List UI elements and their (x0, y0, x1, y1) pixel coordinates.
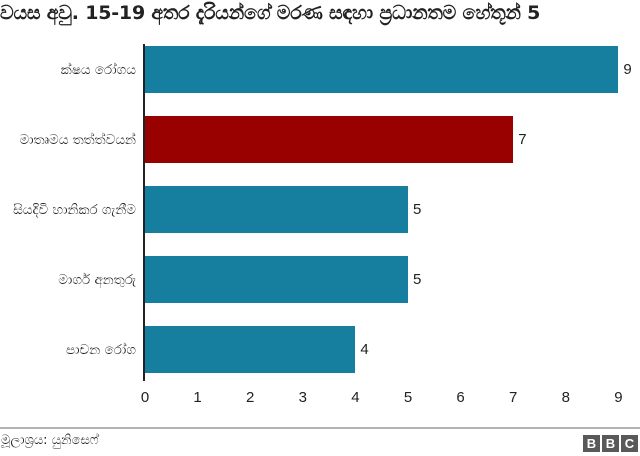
value-label: 7 (518, 131, 527, 148)
bar-highlighted (145, 116, 514, 163)
y-axis-line (143, 44, 145, 381)
footer-divider (0, 427, 640, 429)
x-tick-label: 6 (456, 389, 465, 406)
bar (145, 326, 356, 373)
bar-row: මාතෘමය තත්ත්වයන් 7 (0, 116, 640, 163)
x-tick-label: 1 (193, 389, 202, 406)
bbc-logo: B B C (583, 435, 638, 452)
x-tick-label: 4 (351, 389, 360, 406)
x-tick-label: 5 (403, 389, 413, 406)
bbc-logo-letter: B (583, 435, 600, 452)
bar (145, 256, 408, 303)
bbc-logo-letter: B (602, 435, 619, 452)
chart-title: වයස අවු. 15-19 අතර දැරියන්ගේ මරණ සඳහා ප්… (0, 2, 541, 24)
x-tick-label: 3 (298, 389, 307, 406)
value-label: 5 (413, 201, 422, 218)
bar-chart: ක්ෂය රෝගය 9 මාතෘමය තත්ත්වයන් 7 සියදිවි හ… (0, 44, 640, 406)
bbc-logo-letter: C (621, 435, 638, 452)
category-label: මාර්ග අනතුරු (58, 271, 136, 288)
bar-row: මාර්ග අනතුරු 5 (0, 256, 640, 303)
x-tick-label: 0 (140, 389, 150, 406)
category-label: පාචන රෝග (66, 341, 136, 358)
x-tick-label: 2 (246, 389, 255, 406)
x-tick-label: 9 (614, 389, 623, 406)
value-label: 4 (360, 341, 369, 358)
bar-row: පාචන රෝග 4 (0, 326, 640, 373)
bar (145, 186, 408, 233)
x-tick-label: 8 (561, 389, 570, 406)
bar (145, 46, 619, 93)
category-label: මාතෘමය තත්ත්වයන් (19, 131, 136, 148)
bar-row: සියදිවි හානිකර ගැනීම 5 (0, 186, 640, 233)
category-label: සියදිවි හානිකර ගැනීම (13, 201, 136, 218)
value-label: 5 (413, 271, 422, 288)
category-label: ක්ෂය රෝගය (60, 61, 136, 78)
x-tick-label: 7 (509, 389, 518, 406)
value-label: 9 (623, 61, 632, 78)
source-note: මූලාශ්‍රය: යුනිසෙෆ් (1, 433, 99, 448)
bar-row: ක්ෂය රෝගය 9 (0, 46, 640, 93)
